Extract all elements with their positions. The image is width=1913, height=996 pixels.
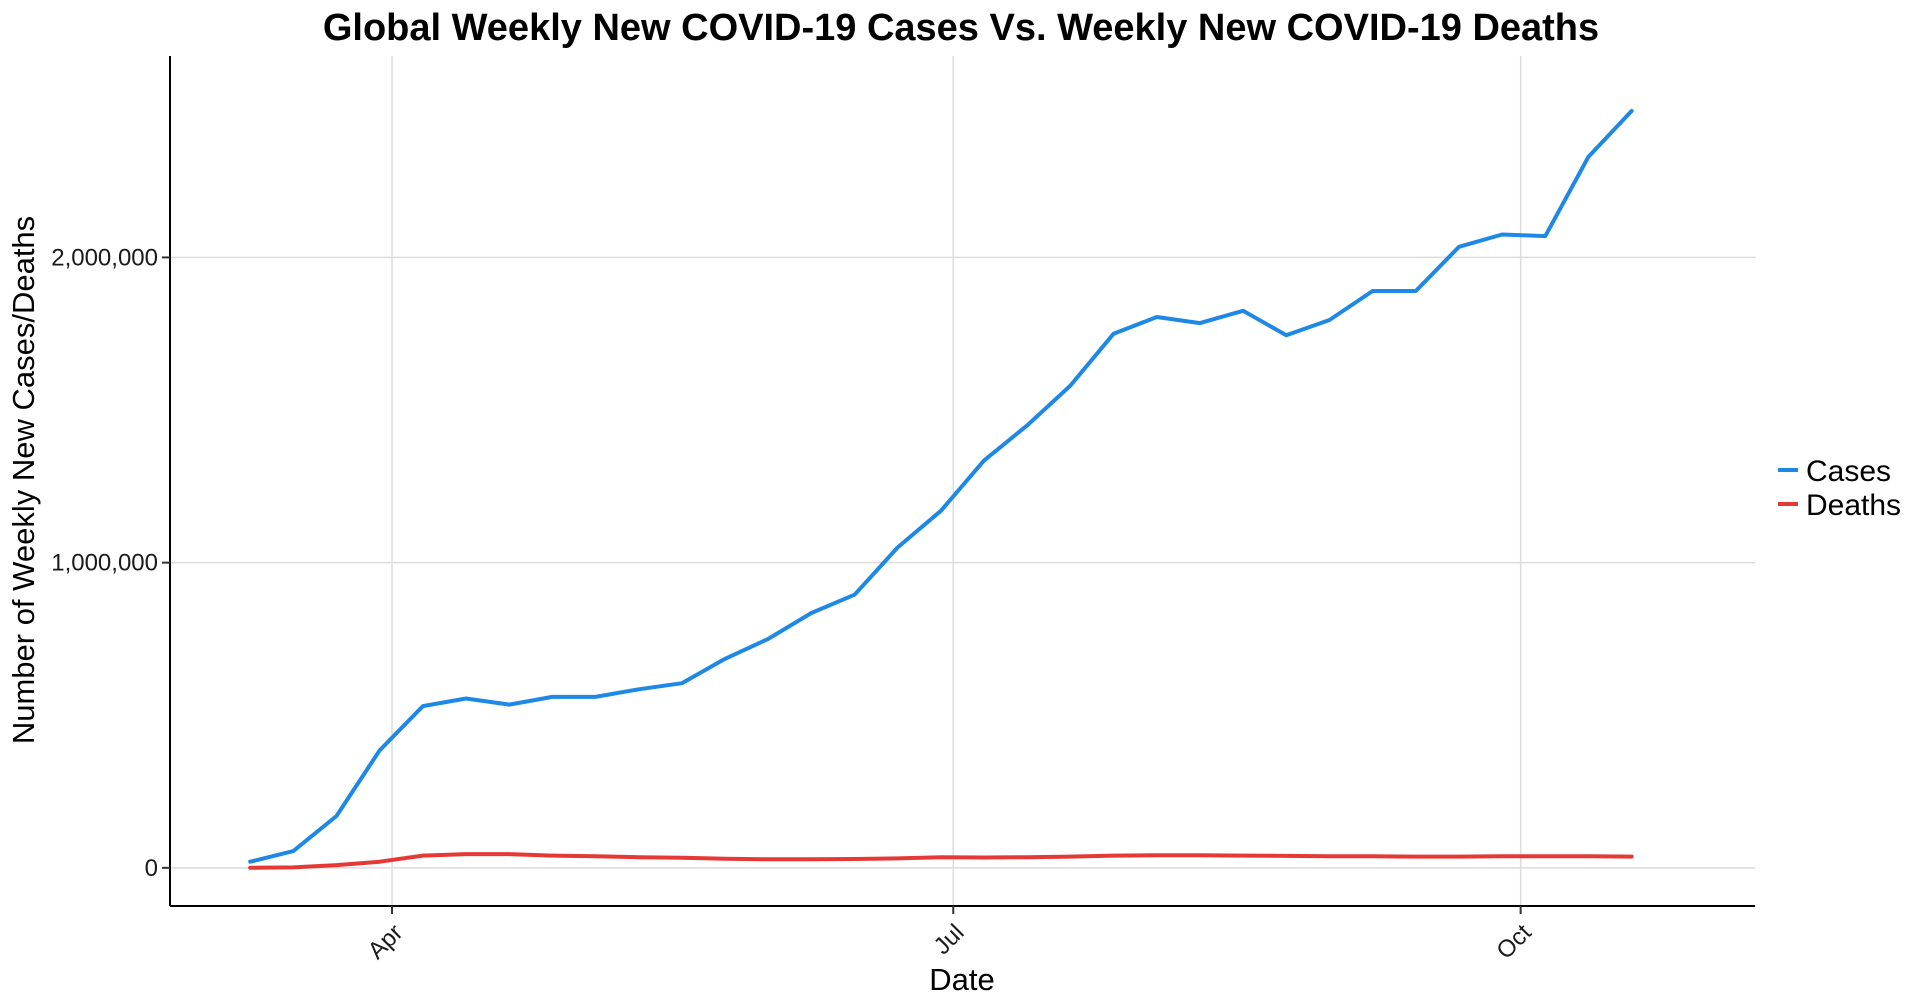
chart-title: Global Weekly New COVID-19 Cases Vs. Wee… (323, 7, 1599, 49)
gridlines (170, 56, 1755, 906)
series-lines (248, 108, 1634, 870)
y-tick-label: 1,000,000 (51, 550, 158, 577)
legend-label-deaths: Deaths (1806, 489, 1901, 522)
y-tick-label: 2,000,000 (51, 244, 158, 271)
series-line-deaths (248, 852, 1634, 870)
y-axis-title: Number of Weekly New Cases/Deaths (6, 216, 41, 744)
x-axis-ticks: Apr Jul Oct (363, 906, 1537, 965)
y-tick-label: 0 (145, 855, 158, 882)
x-tick-label: Jul (929, 919, 970, 960)
x-tick-label: Oct (1491, 919, 1537, 965)
legend-label-cases: Cases (1806, 455, 1891, 488)
y-axis-ticks: 0 1,000,000 2,000,000 (51, 244, 170, 882)
x-tick-label: Apr (363, 919, 409, 965)
series-line-cases (248, 108, 1634, 864)
x-axis-title: Date (929, 962, 994, 996)
